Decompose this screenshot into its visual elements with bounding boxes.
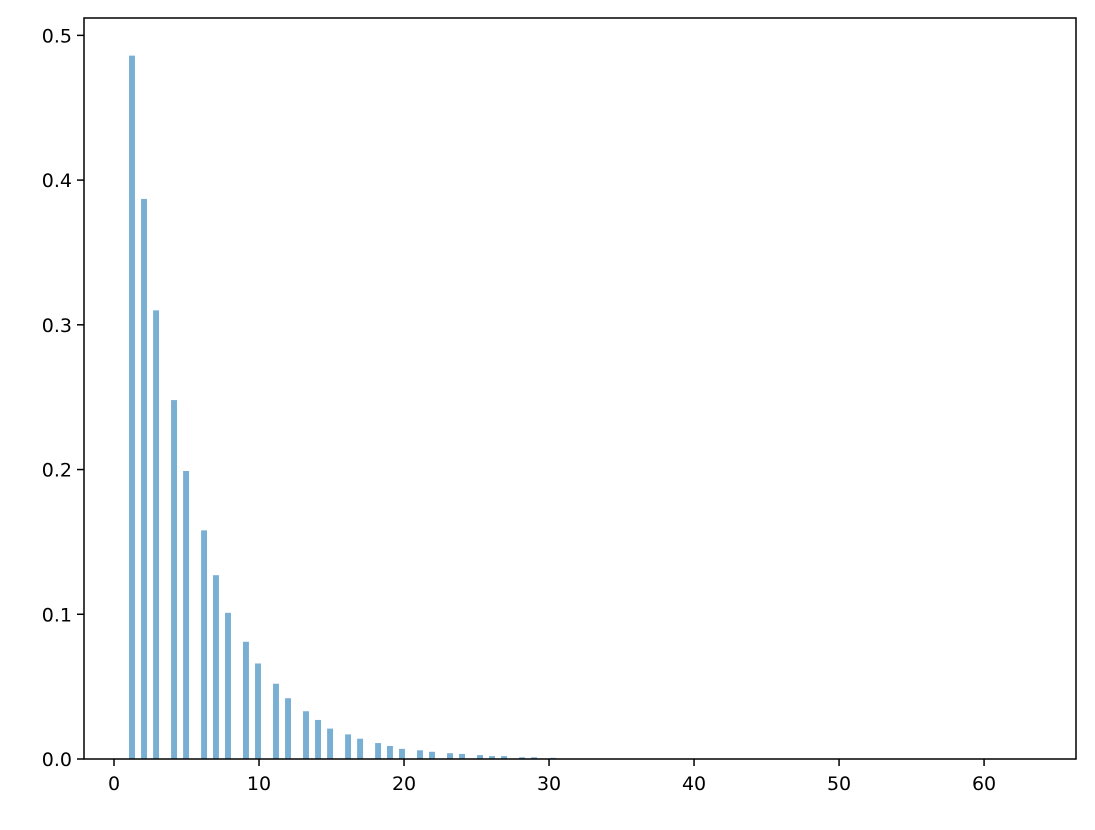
x-tick-label: 30 — [537, 773, 561, 795]
x-tick-label: 60 — [972, 773, 996, 795]
bar — [129, 55, 135, 759]
bar — [399, 748, 405, 759]
y-tick-label: 0.5 — [42, 25, 72, 47]
bar — [345, 734, 352, 759]
bar — [501, 756, 508, 759]
y-tick-label: 0.1 — [42, 604, 72, 626]
bar — [183, 470, 190, 759]
bar — [357, 738, 364, 759]
x-tick-label: 20 — [392, 773, 416, 795]
bar — [273, 683, 279, 759]
bar — [327, 728, 334, 759]
bar — [315, 719, 322, 759]
bar — [519, 757, 526, 759]
bar — [531, 757, 538, 759]
x-tick-label: 50 — [827, 773, 851, 795]
bar — [141, 198, 148, 759]
bar — [386, 745, 393, 759]
x-tick-label: 0 — [108, 773, 120, 795]
bar — [243, 641, 249, 759]
y-tick-label: 0.0 — [42, 749, 72, 771]
bar — [447, 753, 453, 759]
bar — [429, 751, 435, 759]
bar — [153, 310, 160, 759]
bar — [225, 612, 231, 759]
plot-frame — [83, 17, 1077, 760]
bar — [201, 530, 208, 759]
bars — [129, 55, 557, 759]
bar — [417, 750, 423, 759]
x-tick-label: 10 — [247, 773, 271, 795]
y-axis: 0.0 0.1 0.2 0.3 0.4 0.5 — [42, 25, 84, 771]
bar — [255, 663, 261, 759]
bar — [375, 743, 382, 759]
bar — [212, 575, 219, 759]
x-axis: 0 10 20 30 40 50 60 — [108, 759, 996, 795]
y-tick-label: 0.3 — [42, 315, 72, 337]
bar — [303, 711, 309, 759]
bar — [459, 753, 466, 759]
bar — [285, 698, 291, 759]
bar — [171, 400, 178, 759]
bar — [477, 755, 483, 759]
y-tick-label: 0.4 — [42, 170, 72, 192]
bar — [489, 756, 496, 759]
y-tick-label: 0.2 — [42, 460, 72, 482]
x-tick-label: 40 — [682, 773, 706, 795]
